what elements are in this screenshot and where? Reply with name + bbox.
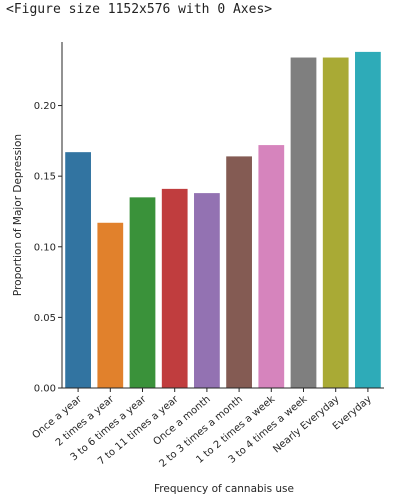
bar-7 xyxy=(258,145,285,388)
bars-group xyxy=(65,51,381,388)
figure-size-output: <Figure size 1152x576 with 0 Axes> xyxy=(6,2,273,17)
bar-3 xyxy=(129,197,156,388)
bar-9 xyxy=(322,57,349,388)
y-axis: 0.00 0.05 0.10 0.15 0.20 xyxy=(34,42,63,395)
bar-6 xyxy=(226,156,252,388)
y-tick-label: 0.00 xyxy=(34,384,56,395)
y-tick-label: 0.10 xyxy=(34,242,56,253)
y-tick-label: 0.20 xyxy=(34,101,56,112)
bar-8 xyxy=(290,57,317,388)
y-tick-label: 0.15 xyxy=(34,172,56,183)
x-axis-title: Frequency of cannabis use xyxy=(154,483,294,495)
bar-2 xyxy=(97,222,124,388)
bar-4 xyxy=(161,188,188,388)
y-axis-title: Proportion of Major Depression xyxy=(12,134,24,296)
y-tick-label: 0.05 xyxy=(34,313,56,324)
bar-5 xyxy=(194,193,220,388)
bar-10 xyxy=(355,51,381,388)
bar-1 xyxy=(65,152,91,388)
